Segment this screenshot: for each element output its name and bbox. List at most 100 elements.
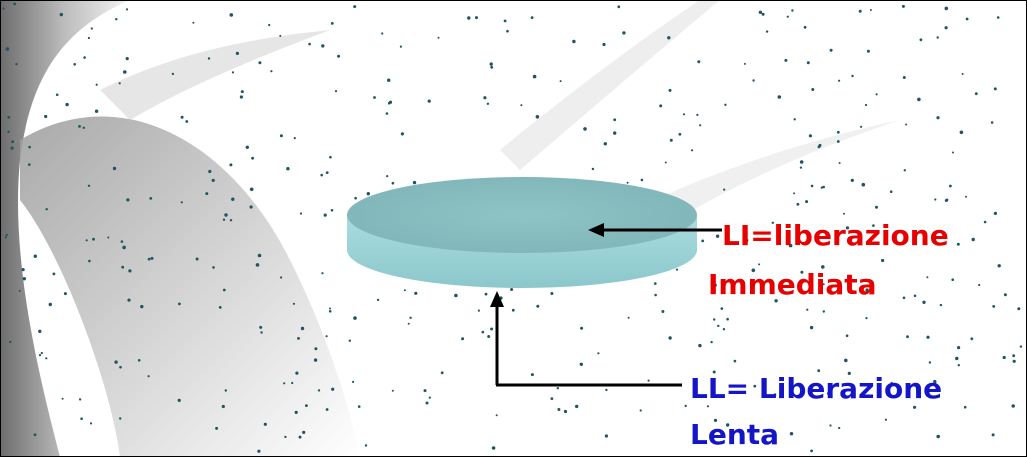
dot — [325, 335, 328, 338]
dot — [793, 118, 796, 121]
dot — [713, 318, 716, 321]
dot — [913, 405, 917, 409]
dot — [803, 25, 807, 29]
dot — [400, 132, 404, 136]
dot — [391, 389, 394, 392]
dot — [889, 190, 893, 193]
dot — [777, 95, 782, 99]
dot — [279, 134, 283, 138]
dot — [664, 161, 667, 164]
dot — [752, 79, 755, 82]
dot — [353, 316, 357, 320]
dot — [7, 130, 10, 133]
dot — [295, 371, 299, 375]
dot — [484, 292, 488, 296]
dot — [957, 364, 960, 367]
dot — [875, 205, 878, 209]
dot — [726, 317, 729, 321]
dot — [13, 2, 16, 6]
dot — [733, 359, 737, 363]
dot — [268, 23, 271, 27]
dot — [386, 175, 389, 178]
dot — [195, 257, 199, 261]
dot — [240, 90, 244, 94]
dot — [491, 446, 496, 450]
dot — [1012, 354, 1016, 358]
dot — [95, 83, 98, 86]
dot — [483, 96, 487, 100]
dot — [817, 369, 821, 373]
dot — [308, 42, 311, 46]
dot — [697, 60, 701, 64]
dot — [123, 70, 127, 74]
dot — [89, 422, 93, 425]
dot — [21, 268, 25, 272]
dot — [222, 218, 226, 221]
dot — [626, 181, 629, 184]
dot — [536, 304, 540, 308]
dot — [38, 329, 42, 333]
dot — [659, 104, 663, 108]
dot — [280, 276, 283, 279]
dot — [613, 131, 617, 135]
dot — [698, 343, 702, 348]
dot — [11, 140, 15, 144]
dot — [696, 113, 699, 116]
dot — [602, 42, 606, 47]
dot — [1011, 404, 1015, 408]
dot — [121, 265, 125, 269]
dot — [557, 408, 561, 411]
dot — [126, 198, 130, 202]
dot — [208, 169, 212, 174]
dot — [955, 356, 959, 361]
dot — [92, 237, 95, 241]
dot — [822, 283, 825, 286]
dot — [205, 192, 209, 196]
label-immediate-2: Immediata — [708, 268, 877, 301]
dot — [325, 171, 329, 175]
dot — [305, 404, 308, 407]
dot — [963, 405, 967, 409]
dot — [258, 61, 262, 65]
label-slow-1: LL= Liberazione — [690, 372, 942, 405]
dot — [1017, 307, 1021, 311]
dot — [221, 404, 225, 409]
dot — [936, 434, 940, 439]
dot — [603, 142, 607, 146]
dot — [993, 211, 998, 215]
dot — [622, 31, 626, 35]
dot — [806, 308, 809, 311]
dot — [503, 19, 507, 23]
dot — [330, 209, 334, 212]
dot — [348, 339, 351, 342]
dot — [712, 370, 716, 374]
dot — [270, 70, 273, 73]
dot — [579, 362, 583, 366]
dot — [489, 62, 493, 66]
dot — [427, 99, 431, 103]
dot — [796, 202, 800, 206]
dot — [428, 396, 431, 399]
dot — [83, 56, 86, 59]
dot — [323, 213, 327, 217]
dot — [461, 337, 465, 341]
dot — [122, 245, 126, 250]
dot — [726, 423, 730, 427]
dot — [861, 182, 866, 187]
dot — [414, 291, 418, 295]
dot — [535, 115, 540, 119]
dot — [865, 288, 869, 292]
dot — [583, 127, 587, 131]
dot — [125, 57, 129, 61]
dot — [107, 236, 110, 239]
dot — [185, 120, 189, 123]
dot — [7, 116, 11, 119]
dot — [902, 296, 906, 300]
dot — [481, 330, 485, 334]
dot — [255, 263, 260, 267]
dot — [78, 398, 82, 401]
dot — [495, 414, 498, 417]
dot — [320, 173, 324, 177]
dot — [59, 12, 63, 17]
